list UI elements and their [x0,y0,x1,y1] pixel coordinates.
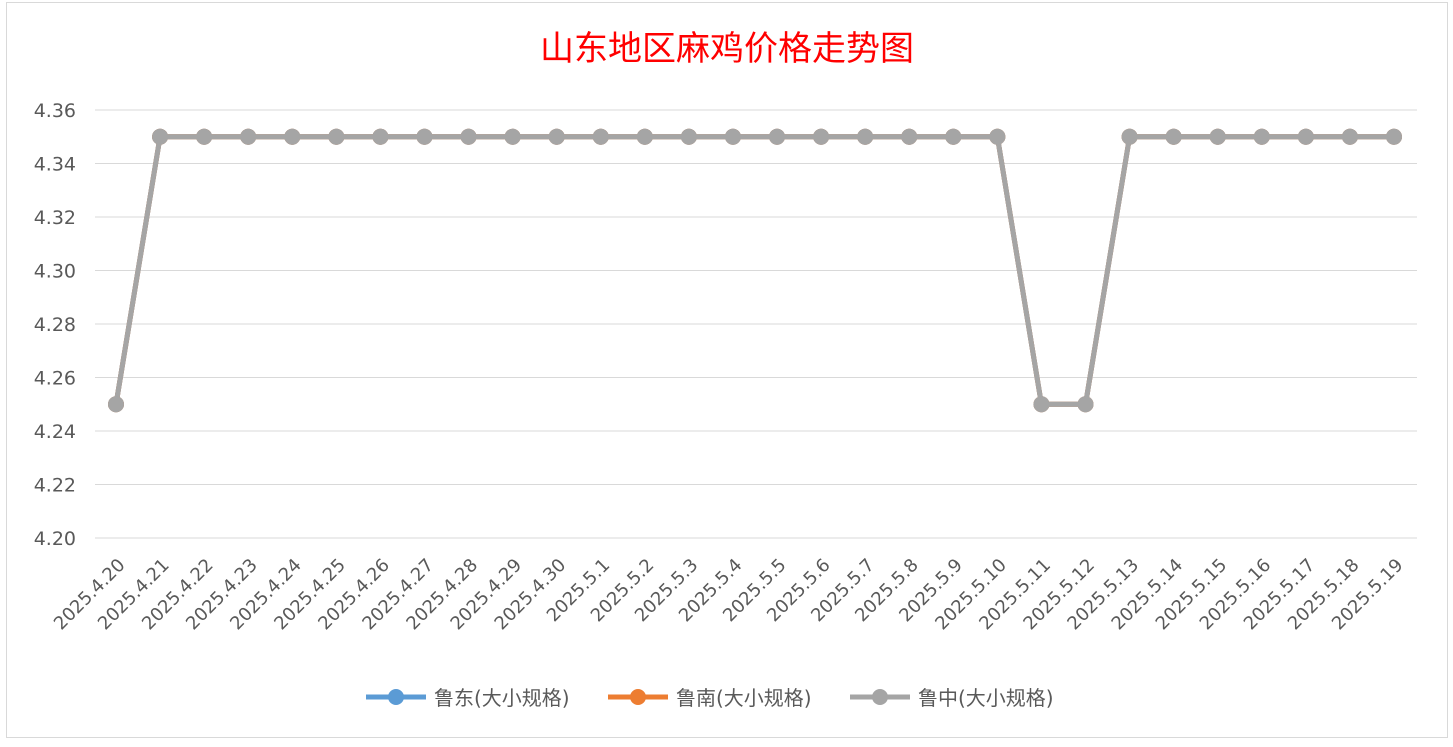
data-point [1297,128,1314,145]
data-point [680,128,697,145]
data-point [548,128,565,145]
chart-border [6,2,1448,738]
data-point [989,128,1006,145]
y-tick-label: 4.28 [34,314,76,336]
data-point [108,396,124,413]
series-lines [108,128,1402,413]
data-point [1077,396,1094,413]
y-tick-label: 4.24 [34,421,76,443]
data-point [504,128,521,145]
data-point [769,128,786,145]
y-tick-label: 4.34 [34,154,76,176]
legend-item: 鲁南(大小规格) [608,686,812,710]
data-point [636,128,653,145]
gridlines [95,109,1417,539]
data-point [1341,128,1358,145]
data-point [1121,128,1138,145]
legend-item: 鲁中(大小规格) [850,686,1054,710]
y-tick-label: 4.36 [34,100,76,122]
data-point [196,128,213,145]
data-point [1386,128,1402,145]
legend-swatch-marker [388,689,404,705]
data-point [901,128,918,145]
legend-item: 鲁东(大小规格) [366,686,570,710]
y-tick-label: 4.30 [34,261,76,283]
data-point [1165,128,1182,145]
data-point [416,128,433,145]
data-point [240,128,257,145]
data-point [813,128,830,145]
data-point [1209,128,1226,145]
y-tick-label: 4.20 [34,528,76,550]
data-point [328,128,345,145]
y-tick-label: 4.32 [34,207,76,229]
legend-label: 鲁中(大小规格) [918,686,1054,710]
data-point [372,128,389,145]
data-point [945,128,962,145]
legend: 鲁东(大小规格) 鲁南(大小规格) 鲁中(大小规格) [366,686,1054,710]
legend-swatch-marker [630,689,646,705]
series-2 [108,128,1402,413]
data-point [1033,396,1050,413]
legend-label: 鲁南(大小规格) [676,686,812,710]
chart-title: 山东地区麻鸡价格走势图 [540,29,914,69]
data-point [152,128,169,145]
data-point [1253,128,1270,145]
data-point [592,128,609,145]
data-point [460,128,477,145]
legend-label: 鲁东(大小规格) [434,686,570,710]
data-point [724,128,741,145]
y-axis-ticks: 4.20 4.22 4.24 4.26 4.28 4.30 4.32 4.34 4.36 [34,100,76,550]
data-point [857,128,874,145]
y-tick-label: 4.26 [34,368,76,390]
y-tick-label: 4.22 [34,475,76,497]
data-point [284,128,301,145]
legend-swatch-marker [872,689,888,705]
